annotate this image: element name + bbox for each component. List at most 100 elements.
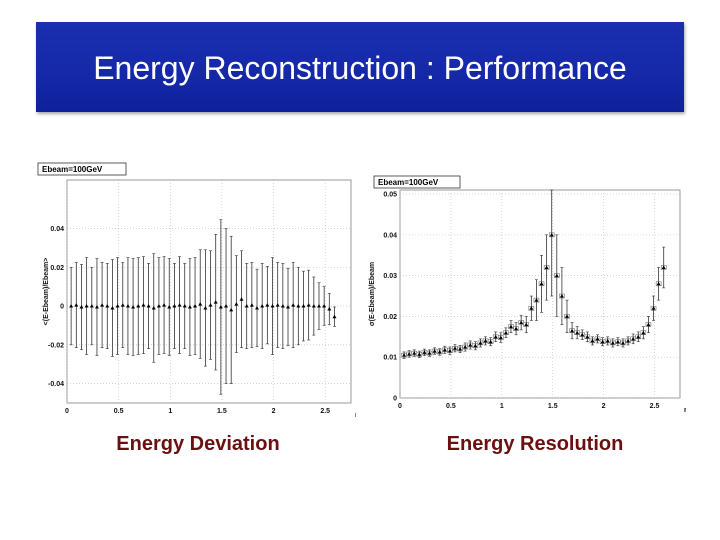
data-point	[646, 322, 651, 327]
x-tick-label: 2.5	[320, 408, 330, 415]
data-point	[244, 304, 249, 308]
data-point	[332, 314, 337, 319]
right-caption: Energy Resolution	[446, 433, 624, 455]
data-point	[177, 303, 182, 307]
systematic-box	[548, 232, 555, 238]
data-point	[442, 347, 447, 352]
systematic-box	[498, 335, 504, 340]
data-point	[656, 281, 661, 286]
data-point	[585, 334, 590, 339]
x-axis-label: η	[355, 412, 356, 419]
data-point	[260, 304, 265, 308]
systematic-box	[554, 273, 560, 278]
y-tick-label: 0.04	[383, 232, 397, 239]
data-point	[473, 343, 478, 348]
x-tick-label: 0.5	[446, 403, 456, 410]
y-tick-label: 0.02	[383, 314, 397, 321]
data-point	[89, 304, 94, 308]
chart-frame	[399, 189, 681, 399]
data-point	[100, 303, 105, 307]
data-point	[554, 273, 559, 278]
data-point	[167, 305, 172, 309]
data-point	[590, 338, 595, 343]
data-point	[316, 304, 321, 308]
x-tick-label: 1.5	[217, 408, 227, 415]
x-tick-label: 1	[168, 408, 172, 415]
data-point	[610, 340, 615, 345]
x-tick-label: 0	[65, 408, 69, 415]
data-point	[549, 232, 554, 237]
data-point	[187, 305, 192, 309]
data-point	[534, 298, 539, 302]
data-point	[229, 307, 234, 312]
data-point	[493, 334, 498, 339]
systematic-box	[538, 281, 545, 287]
y-tick-label: 0	[60, 304, 64, 311]
data-point	[218, 305, 223, 309]
data-point	[529, 306, 534, 310]
y-tick-label: 0.03	[383, 273, 397, 280]
systematic-box	[513, 326, 519, 331]
systematic-box	[645, 322, 652, 327]
data-point	[115, 304, 120, 308]
y-tick-label: 0.02	[50, 265, 64, 272]
deviation-chart: 0 0.5 1 1.5 2 2.5 0.04 0.02 0 -0.02 -0.04 η <(E-Ebea…	[36, 160, 356, 425]
data-point	[631, 336, 636, 341]
data-point	[213, 300, 218, 304]
data-point	[575, 330, 580, 335]
y-tick-label: -0.04	[48, 381, 64, 388]
data-point	[452, 346, 457, 350]
data-point	[125, 304, 130, 308]
data-point	[620, 340, 625, 345]
systematic-box	[523, 322, 530, 327]
systematic-box	[660, 265, 667, 270]
data-point	[131, 305, 136, 309]
data-point	[156, 304, 161, 308]
data-point	[105, 304, 110, 308]
data-point	[151, 305, 156, 310]
data-point	[661, 265, 666, 269]
y-axis-label: <(E-Ebeam)/Ebeam>	[43, 258, 50, 326]
resolution-chart: 0 0.5 1 1.5 2 2.5 0.05 0.04 0.03 0.02 0.01 0 η σ(E-Eb…	[360, 170, 686, 415]
data-point	[626, 338, 631, 343]
data-point	[322, 304, 327, 308]
x-tick-label: 1	[500, 403, 504, 410]
x-tick-label: 0.5	[114, 408, 124, 415]
data-point	[296, 304, 301, 308]
data-point	[182, 304, 187, 308]
x-tick-label: 1.5	[548, 403, 558, 410]
systematic-box	[655, 281, 662, 287]
data-point	[544, 265, 549, 269]
data-point	[280, 304, 285, 308]
data-point	[422, 350, 427, 354]
systematic-box	[594, 336, 601, 342]
data-point	[286, 305, 291, 309]
data-point	[265, 303, 270, 307]
systematic-box	[447, 348, 453, 353]
data-point	[488, 339, 493, 344]
data-point	[203, 305, 208, 310]
y-tick-label: 0.01	[383, 355, 397, 362]
data-point	[311, 304, 316, 308]
data-point	[291, 303, 296, 307]
data-point	[110, 305, 115, 310]
systematic-box	[559, 293, 565, 299]
data-point	[146, 304, 151, 308]
data-point	[94, 305, 99, 309]
data-point	[458, 347, 463, 351]
data-point	[270, 304, 275, 308]
data-point	[615, 339, 620, 344]
data-point	[427, 351, 432, 355]
data-point	[141, 303, 146, 307]
data-point	[503, 330, 508, 335]
legend-text: Ebeam=100GeV	[42, 165, 103, 174]
y-tick-label: 0	[393, 396, 397, 403]
data-point	[651, 306, 656, 310]
data-point	[564, 314, 569, 318]
data-point	[447, 348, 452, 353]
data-point	[402, 353, 407, 357]
data-point	[600, 339, 605, 344]
data-point	[234, 302, 239, 306]
x-tick-label: 0	[398, 403, 402, 410]
data-point	[208, 303, 213, 307]
